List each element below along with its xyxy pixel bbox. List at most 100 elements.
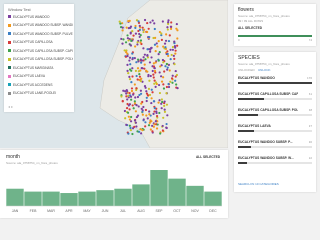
occurrence-dot bbox=[158, 71, 161, 74]
occurrence-dot bbox=[167, 82, 170, 86]
occurrence-dot bbox=[135, 19, 139, 22]
occurrence-dot bbox=[129, 31, 132, 34]
occurrence-dot bbox=[135, 87, 138, 90]
occurrence-dot bbox=[163, 104, 166, 107]
occurrence-dot bbox=[128, 68, 132, 71]
occurrence-dot bbox=[173, 63, 176, 66]
occurrence-dot bbox=[119, 25, 123, 29]
occurrence-dot bbox=[139, 34, 142, 37]
land bbox=[99, 0, 228, 148]
occurrence-dot bbox=[139, 92, 143, 95]
occurrence-dot bbox=[134, 45, 137, 48]
occurrence-dot bbox=[139, 89, 142, 92]
occurrence-dot bbox=[142, 28, 146, 31]
occurrence-dot bbox=[166, 50, 169, 53]
occurrence-dot bbox=[170, 53, 173, 57]
occurrence-dot bbox=[123, 49, 126, 52]
occurrence-dot bbox=[126, 34, 129, 37]
occurrence-dot bbox=[121, 42, 124, 45]
occurrence-dot bbox=[154, 50, 157, 53]
species-bar-track bbox=[238, 162, 312, 164]
occurrence-dot bbox=[130, 115, 133, 119]
legend-swatch bbox=[8, 57, 11, 61]
occurrence-dot bbox=[124, 117, 127, 120]
occurrence-dot bbox=[146, 70, 149, 73]
occurrence-dot bbox=[153, 43, 157, 46]
occurrence-dot bbox=[154, 61, 157, 64]
species-bar-track bbox=[238, 114, 312, 116]
occurrence-dot bbox=[139, 39, 143, 42]
histogram: JAN FEB MAR APR MAY JUN JUL AUG SEP OCT NOV DEC bbox=[6, 170, 222, 213]
occurrence-dot bbox=[167, 54, 170, 58]
occurrence-dot bbox=[150, 101, 153, 105]
range-max: 74 bbox=[308, 38, 312, 42]
occurrence-dot bbox=[142, 56, 145, 59]
legend-label: EUCALYPTUS LAEVA bbox=[13, 74, 45, 78]
occurrence-dot bbox=[138, 28, 141, 31]
occurrence-dot bbox=[134, 69, 137, 72]
occurrence-dot bbox=[123, 109, 127, 113]
search-link[interactable]: SEARCH IN 10 CATEGORIES bbox=[238, 182, 279, 186]
x-tick-label: JAN bbox=[12, 209, 19, 213]
bar bbox=[6, 188, 24, 206]
species-widget: SPECIES Source: ala_0758754_nn_flora_pho… bbox=[234, 52, 316, 192]
occurrence-dot bbox=[171, 81, 174, 84]
occurrence-dot bbox=[148, 121, 151, 124]
occurrence-dot bbox=[153, 110, 156, 113]
occurrence-dot bbox=[147, 87, 151, 91]
occurrence-dot bbox=[148, 113, 151, 116]
occurrence-dot bbox=[139, 41, 142, 44]
range-slider[interactable] bbox=[238, 35, 312, 37]
legend-swatch bbox=[8, 32, 11, 35]
legend-label: EUCALYPTUS LANE-POOLEI bbox=[13, 91, 57, 95]
species-bar bbox=[238, 114, 259, 116]
occurrence-dot bbox=[163, 100, 166, 103]
occurrence-dot bbox=[173, 45, 177, 48]
occurrence-dot bbox=[158, 50, 161, 54]
occurrence-dot bbox=[133, 102, 137, 105]
occurrence-dot bbox=[124, 90, 127, 93]
occurrence-dot bbox=[138, 32, 141, 36]
occurrence-dot bbox=[153, 69, 157, 73]
occurrence-dot bbox=[150, 46, 153, 50]
occurrence-dot bbox=[174, 52, 177, 55]
unlock-button[interactable]: UNLOCK bbox=[258, 68, 271, 72]
occurrence-dot bbox=[151, 91, 154, 94]
occurrence-dot bbox=[129, 126, 132, 130]
occurrence-dot bbox=[169, 58, 172, 61]
bar bbox=[78, 191, 96, 206]
occurrence-dot bbox=[169, 80, 172, 83]
occurrence-dot bbox=[142, 118, 145, 121]
occurrence-dot bbox=[131, 75, 134, 78]
occurrence-dot bbox=[124, 41, 128, 44]
species-bar bbox=[238, 162, 248, 164]
species-count: 22 bbox=[308, 156, 312, 160]
occurrence-dot bbox=[157, 40, 160, 43]
map[interactable] bbox=[0, 0, 228, 148]
occurrence-dot bbox=[136, 95, 140, 99]
occurrence-dot bbox=[160, 32, 163, 35]
occurrence-dot bbox=[174, 79, 177, 82]
x-tick-label: FEB bbox=[30, 209, 37, 213]
occurrence-dot bbox=[146, 117, 149, 120]
occurrence-dot bbox=[125, 88, 128, 92]
occurrence-dot bbox=[143, 53, 146, 56]
occurrence-dot bbox=[166, 68, 169, 71]
x-tick-label: JUN bbox=[102, 209, 109, 213]
pager[interactable]: ◂ ▸ bbox=[8, 104, 14, 109]
occurrence-dot bbox=[126, 98, 129, 101]
occurrence-dot bbox=[160, 38, 163, 41]
occurrence-dot bbox=[143, 63, 146, 66]
x-tick-label: NOV bbox=[191, 209, 199, 213]
occurrence-dot bbox=[156, 123, 159, 126]
occurrence-dot bbox=[146, 94, 150, 97]
x-tick-label: OCT bbox=[173, 209, 181, 213]
occurrence-dot bbox=[138, 93, 141, 97]
occurrence-dot bbox=[125, 51, 128, 54]
occurrence-dot bbox=[125, 49, 128, 52]
legend-label: EUCALYPTUS CAPILLOSA bbox=[13, 40, 53, 44]
occurrence-dot bbox=[154, 85, 157, 88]
legend-label: EUCALYPTUS CAPILLOSA SUBSP. POLYCL... bbox=[13, 57, 73, 61]
occurrence-dot bbox=[160, 80, 164, 83]
occurrence-dot bbox=[166, 22, 170, 25]
